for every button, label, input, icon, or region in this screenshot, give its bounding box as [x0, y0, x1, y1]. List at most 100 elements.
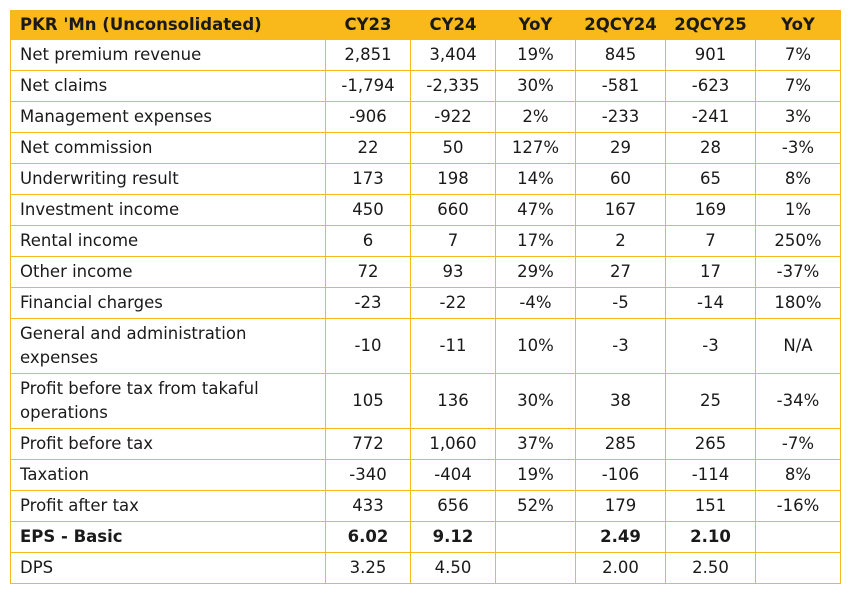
- table-body: Net premium revenue 2,851 3,404 19% 845 901 7%…: [10, 39, 841, 584]
- cell-value: -4%: [495, 287, 576, 319]
- cell-value: 4.50: [410, 552, 496, 584]
- cell-value: 22: [325, 132, 411, 164]
- empty-cell: [755, 521, 841, 553]
- cell-value: -37%: [755, 256, 841, 288]
- cell-value: 72: [325, 256, 411, 288]
- cell-value: 772: [325, 428, 411, 460]
- table-row: Underwriting result 173 198 14% 60 65 8%: [10, 163, 841, 195]
- row-label: Profit after tax: [10, 490, 326, 522]
- header-cell: YoY: [495, 10, 576, 40]
- cell-value: 2.00: [575, 552, 666, 584]
- cell-value: 9.12: [410, 521, 496, 553]
- cell-value: 28: [665, 132, 756, 164]
- cell-value: 180%: [755, 287, 841, 319]
- table-row: Rental income 6 7 17% 2 7 250%: [10, 225, 841, 257]
- cell-value: 2.50: [665, 552, 756, 584]
- cell-value: 50: [410, 132, 496, 164]
- table-row: Net commission 22 50 127% 29 28 -3%: [10, 132, 841, 164]
- row-label: General and administration expenses: [10, 318, 326, 374]
- cell-value: 7%: [755, 39, 841, 71]
- cell-value: 52%: [495, 490, 576, 522]
- cell-value: 6.02: [325, 521, 411, 553]
- header-cell: CY23: [325, 10, 411, 40]
- cell-value: -3%: [755, 132, 841, 164]
- cell-value: -23: [325, 287, 411, 319]
- cell-value: -2,335: [410, 70, 496, 102]
- cell-value: -22: [410, 287, 496, 319]
- cell-value: 25: [665, 373, 756, 429]
- cell-value: 19%: [495, 39, 576, 71]
- cell-value: -3: [575, 318, 666, 374]
- cell-value: 65: [665, 163, 756, 195]
- header-cell: 2QCY25: [665, 10, 756, 40]
- row-label: Rental income: [10, 225, 326, 257]
- row-label: Net claims: [10, 70, 326, 102]
- cell-value: 30%: [495, 70, 576, 102]
- cell-value: 37%: [495, 428, 576, 460]
- header-cell: YoY: [755, 10, 841, 40]
- cell-value: -404: [410, 459, 496, 491]
- row-label: Net premium revenue: [10, 39, 326, 71]
- cell-value: -14: [665, 287, 756, 319]
- cell-value: 17%: [495, 225, 576, 257]
- empty-cell: [495, 521, 576, 553]
- cell-value: 14%: [495, 163, 576, 195]
- row-label: Financial charges: [10, 287, 326, 319]
- cell-value: 845: [575, 39, 666, 71]
- cell-value: 3.25: [325, 552, 411, 584]
- cell-value: -114: [665, 459, 756, 491]
- table-header: PKR 'Mn (Unconsolidated) CY23 CY24 YoY 2QCY2…: [10, 10, 841, 40]
- cell-value: 167: [575, 194, 666, 226]
- cell-value: 19%: [495, 459, 576, 491]
- cell-value: 8%: [755, 459, 841, 491]
- table-row: Financial charges -23 -22 -4% -5 -14 180%: [10, 287, 841, 319]
- financial-table: PKR 'Mn (Unconsolidated) CY23 CY24 YoY 2QCY2…: [10, 10, 841, 584]
- cell-value: 2%: [495, 101, 576, 133]
- header-label: PKR 'Mn (Unconsolidated): [10, 10, 326, 40]
- header-row: PKR 'Mn (Unconsolidated) CY23 CY24 YoY 2QCY2…: [10, 10, 841, 40]
- cell-value: 8%: [755, 163, 841, 195]
- row-label: Underwriting result: [10, 163, 326, 195]
- row-label: Taxation: [10, 459, 326, 491]
- table-row: Investment income 450 660 47% 167 169 1%: [10, 194, 841, 226]
- cell-value: 105: [325, 373, 411, 429]
- cell-value: 127%: [495, 132, 576, 164]
- cell-value: 10%: [495, 318, 576, 374]
- cell-value: 17: [665, 256, 756, 288]
- cell-value: N/A: [755, 318, 841, 374]
- cell-value: 1,060: [410, 428, 496, 460]
- cell-value: 285: [575, 428, 666, 460]
- row-label: Profit before tax from takaful operation…: [10, 373, 326, 429]
- row-label: DPS: [10, 552, 326, 584]
- table-row: Management expenses -906 -922 2% -233 -241 3%: [10, 101, 841, 133]
- cell-value: 47%: [495, 194, 576, 226]
- table-row: Other income 72 93 29% 27 17 -37%: [10, 256, 841, 288]
- cell-value: 656: [410, 490, 496, 522]
- cell-value: 7: [410, 225, 496, 257]
- row-label: Profit before tax: [10, 428, 326, 460]
- table-row: Net premium revenue 2,851 3,404 19% 845 901 7%: [10, 39, 841, 71]
- row-label: EPS - Basic: [10, 521, 326, 553]
- cell-value: 7: [665, 225, 756, 257]
- cell-value: -16%: [755, 490, 841, 522]
- cell-value: 60: [575, 163, 666, 195]
- table-row: DPS 3.25 4.50 2.00 2.50: [10, 552, 841, 584]
- row-label: Management expenses: [10, 101, 326, 133]
- table-row: Profit before tax from takaful operation…: [10, 373, 841, 429]
- cell-value: -922: [410, 101, 496, 133]
- cell-value: 2.49: [575, 521, 666, 553]
- table-row: EPS - Basic 6.02 9.12 2.49 2.10: [10, 521, 841, 553]
- cell-value: -1,794: [325, 70, 411, 102]
- cell-value: 151: [665, 490, 756, 522]
- cell-value: 173: [325, 163, 411, 195]
- cell-value: 250%: [755, 225, 841, 257]
- table-row: Profit before tax 772 1,060 37% 285 265 -7%: [10, 428, 841, 460]
- cell-value: -340: [325, 459, 411, 491]
- cell-value: 3%: [755, 101, 841, 133]
- cell-value: 7%: [755, 70, 841, 102]
- row-label: Net commission: [10, 132, 326, 164]
- cell-value: -34%: [755, 373, 841, 429]
- cell-value: 2,851: [325, 39, 411, 71]
- cell-value: 136: [410, 373, 496, 429]
